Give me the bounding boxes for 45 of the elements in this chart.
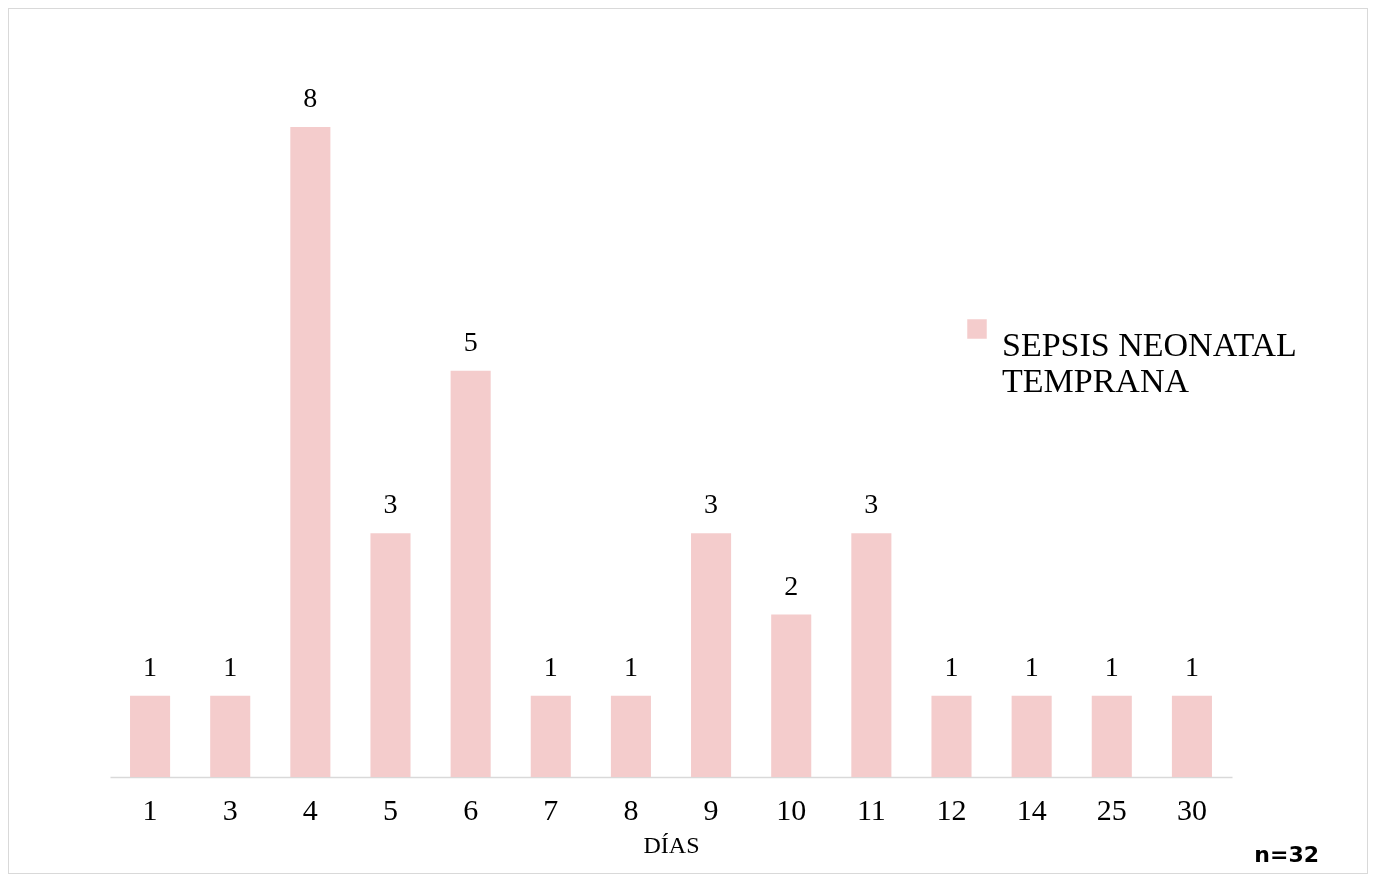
data-label: 1 xyxy=(1104,650,1119,682)
bar xyxy=(210,695,251,777)
bar xyxy=(1091,695,1132,777)
bar xyxy=(1171,695,1212,777)
x-tick-label: 8 xyxy=(623,792,639,826)
x-axis-title: DÍAS xyxy=(643,831,700,858)
x-tick-label: 25 xyxy=(1096,792,1127,826)
x-tick-label: 30 xyxy=(1176,792,1207,826)
bar xyxy=(130,695,171,777)
data-label: 1 xyxy=(623,650,638,682)
x-tick-label: 6 xyxy=(463,792,479,826)
bar xyxy=(370,533,411,777)
x-tick-label: 9 xyxy=(703,792,719,826)
x-tick-label: 3 xyxy=(222,792,238,826)
x-tick-label: 10 xyxy=(776,792,807,826)
data-label: 5 xyxy=(463,325,478,357)
data-label: 3 xyxy=(383,488,398,520)
data-label: 3 xyxy=(704,488,719,520)
data-label: 1 xyxy=(143,650,158,682)
data-label: 3 xyxy=(864,488,879,520)
data-label: 8 xyxy=(303,82,318,113)
x-tick-label: 12 xyxy=(936,792,967,826)
x-tick-label: 1 xyxy=(142,792,158,826)
data-label: 1 xyxy=(223,650,238,682)
bar xyxy=(1011,695,1052,777)
bar xyxy=(290,127,331,777)
bar xyxy=(851,533,892,777)
x-tick-label: 5 xyxy=(383,792,398,826)
data-label: 1 xyxy=(944,650,959,682)
x-tick-label: 14 xyxy=(1016,792,1047,826)
bar xyxy=(530,695,571,777)
text: n=32 xyxy=(1254,842,1319,867)
legend-label: SEPSIS NEONATAL TEMPRANA xyxy=(1002,326,1297,399)
bar xyxy=(771,614,812,777)
x-tick-label: 4 xyxy=(302,792,318,826)
data-label: 1 xyxy=(543,650,558,682)
bar xyxy=(450,370,491,777)
data-label: 1 xyxy=(1184,650,1199,682)
bar xyxy=(691,533,732,777)
x-tick-label: 7 xyxy=(543,792,559,826)
bar xyxy=(610,695,651,777)
data-label: 1 xyxy=(1024,650,1039,682)
data-label: 2 xyxy=(784,569,799,601)
bar xyxy=(931,695,972,777)
x-tick-label: 11 xyxy=(856,792,886,826)
